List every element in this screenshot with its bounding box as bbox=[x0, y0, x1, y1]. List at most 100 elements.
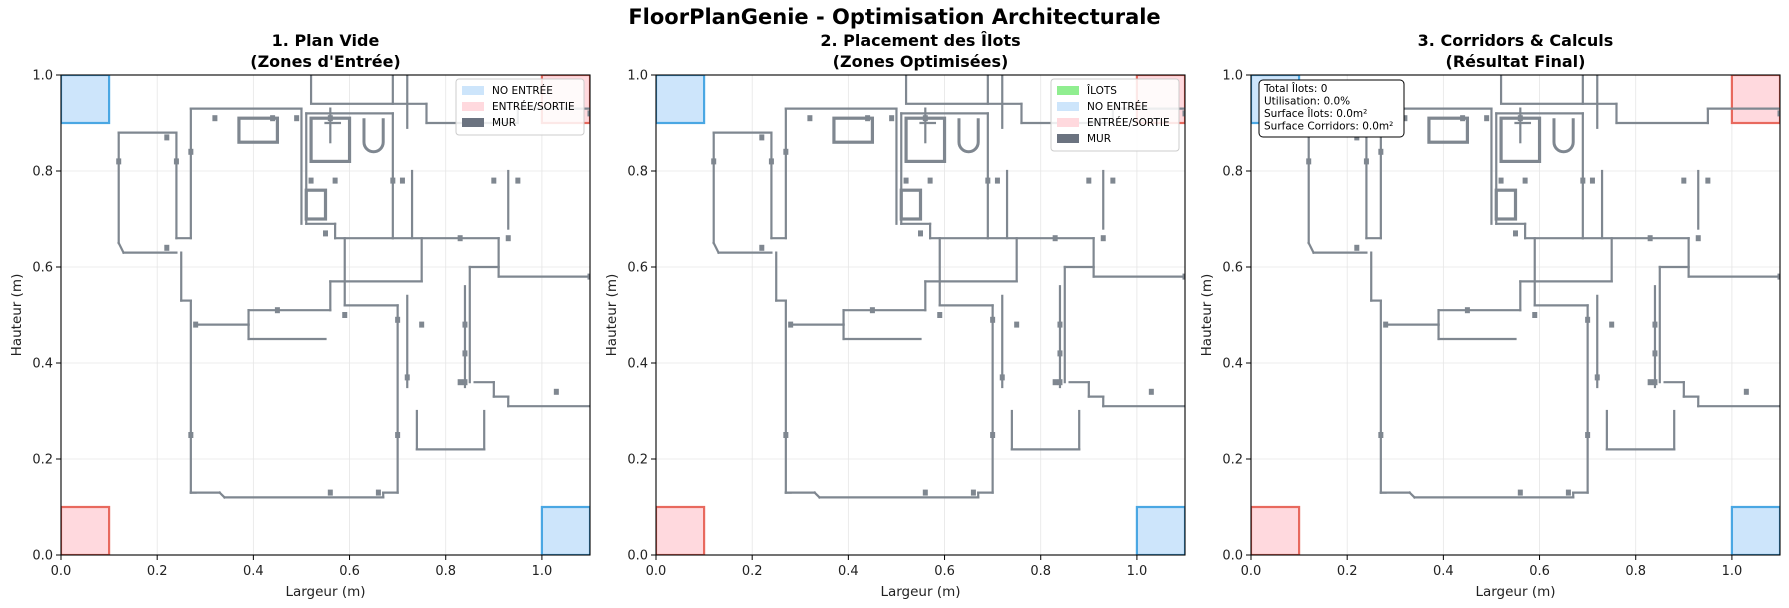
panel-2-title-line2: (Zones Optimisées) bbox=[833, 52, 1009, 71]
door-marker-34 bbox=[1057, 350, 1063, 357]
door-marker-0 bbox=[759, 134, 765, 141]
panel-2-ylabel: Hauteur (m) bbox=[604, 274, 620, 357]
x-tick-label-1: 0.2 bbox=[742, 564, 763, 579]
door-marker-24 bbox=[1652, 321, 1658, 328]
x-tick-label-0: 0.0 bbox=[51, 564, 72, 579]
door-marker-34 bbox=[462, 350, 468, 357]
door-marker-26 bbox=[188, 432, 194, 438]
legend-label-ilots: ÎLOTS bbox=[1086, 84, 1117, 97]
door-marker-3 bbox=[1378, 148, 1384, 155]
x-tick-label-0: 0.0 bbox=[1241, 564, 1262, 579]
door-marker-17 bbox=[1777, 110, 1780, 117]
door-marker-19 bbox=[1354, 244, 1360, 251]
y-tick-label-5: 1.0 bbox=[32, 69, 53, 84]
door-marker-30 bbox=[457, 379, 463, 386]
door-marker-24 bbox=[1057, 321, 1063, 328]
door-marker-13 bbox=[457, 235, 463, 242]
door-marker-20 bbox=[1464, 307, 1470, 314]
door-marker-25 bbox=[788, 321, 794, 328]
door-marker-23 bbox=[419, 321, 425, 328]
door-marker-33 bbox=[999, 374, 1005, 381]
entree-sortie-zone-0 bbox=[61, 505, 111, 555]
door-marker-32 bbox=[553, 388, 559, 395]
door-marker-11 bbox=[308, 177, 314, 184]
y-tick-label-5: 1.0 bbox=[1222, 69, 1243, 84]
door-marker-18 bbox=[1777, 273, 1780, 280]
legend-label-no_entree: NO ENTRÉE bbox=[492, 84, 553, 97]
legend-frame bbox=[1050, 78, 1180, 152]
door-marker-32 bbox=[1148, 388, 1154, 395]
door-marker-22 bbox=[395, 316, 401, 323]
x-tick-label-2: 0.4 bbox=[243, 564, 264, 579]
x-tick-label-2: 0.4 bbox=[1433, 564, 1454, 579]
door-marker-31 bbox=[1652, 379, 1658, 386]
fixture-0 bbox=[237, 116, 280, 144]
door-marker-29 bbox=[970, 489, 976, 496]
stats-line-3: Surface Corridors: 0.0m² bbox=[1264, 121, 1393, 133]
door-marker-19 bbox=[164, 244, 170, 251]
door-marker-28 bbox=[922, 489, 928, 496]
y-tick-label-1: 0.2 bbox=[627, 453, 648, 468]
door-marker-3 bbox=[783, 148, 789, 155]
no-entree-zone-0 bbox=[656, 75, 706, 125]
panel-3-title-line2: (Résultat Final) bbox=[1446, 52, 1586, 71]
x-tick-label-5: 1.0 bbox=[532, 564, 553, 579]
door-marker-3 bbox=[188, 148, 194, 155]
panel-1-title-line2: (Zones d'Entrée) bbox=[250, 52, 400, 71]
panel-1-title-line1: 1. Plan Vide bbox=[272, 31, 380, 50]
panel-plot-content bbox=[1251, 75, 1780, 555]
stats-line-2: Surface Îlots: 0.0m² bbox=[1264, 107, 1367, 120]
door-marker-25 bbox=[1383, 321, 1389, 328]
door-marker-1 bbox=[1306, 158, 1312, 165]
plot-frame bbox=[1250, 74, 1781, 556]
door-marker-30 bbox=[1052, 379, 1058, 386]
bathtub bbox=[362, 118, 385, 154]
door-marker-15 bbox=[491, 177, 497, 184]
door-marker-29 bbox=[375, 489, 381, 496]
wall-segment-23 bbox=[1307, 241, 1315, 255]
legend: NO ENTRÉE ENTRÉE/SORTIE MUR bbox=[455, 78, 585, 136]
x-tick-label-4: 0.8 bbox=[435, 564, 456, 579]
legend-frame bbox=[455, 78, 585, 136]
top-box bbox=[1499, 75, 1584, 105]
door-marker-9 bbox=[985, 177, 991, 184]
panel-3-title-line1: 3. Corridors & Calculs bbox=[1418, 31, 1614, 50]
door-marker-7 bbox=[327, 115, 333, 122]
door-marker-16 bbox=[515, 177, 521, 184]
door-marker-21 bbox=[937, 312, 943, 318]
y-tick-label-2: 0.4 bbox=[32, 357, 53, 372]
door-marker-1 bbox=[116, 158, 122, 165]
door-marker-5 bbox=[1460, 115, 1466, 122]
door-marker-8 bbox=[332, 177, 338, 184]
entree-sortie-zone-0 bbox=[656, 505, 706, 555]
y-tick-label-3: 0.6 bbox=[32, 261, 53, 276]
top-box bbox=[904, 75, 989, 105]
door-marker-33 bbox=[404, 374, 410, 381]
door-marker-4 bbox=[1402, 115, 1408, 122]
door-marker-27 bbox=[395, 432, 401, 438]
stats-line-0: Total Îlots: 0 bbox=[1263, 82, 1327, 95]
legend-label-no_entree: NO ENTRÉE bbox=[1087, 100, 1148, 113]
y-tick-label-4: 0.8 bbox=[32, 165, 53, 180]
door-marker-12 bbox=[1513, 230, 1518, 237]
no-entree-zone-1 bbox=[1730, 505, 1780, 555]
legend-label-entree: ENTRÉE/SORTIE bbox=[492, 100, 575, 113]
legend-swatch-mur bbox=[462, 118, 484, 127]
no-entree-zone-1 bbox=[1135, 505, 1185, 555]
door-marker-18 bbox=[1182, 273, 1185, 280]
door-marker-9 bbox=[390, 177, 396, 184]
panel-2-plot-area: 0.0 0.2 0.4 0.6 0.8 1.0 0.0 0.2 0.4 0.6 0.8 1.0 ÎLOT… bbox=[627, 69, 1186, 579]
door-marker-14 bbox=[1100, 235, 1106, 242]
x-tick-label-2: 0.4 bbox=[838, 564, 859, 579]
door-marker-7 bbox=[1517, 115, 1523, 122]
door-marker-6 bbox=[889, 115, 895, 122]
door-marker-26 bbox=[1378, 432, 1384, 438]
door-marker-19 bbox=[759, 244, 765, 251]
door-marker-21 bbox=[342, 312, 348, 318]
door-marker-28 bbox=[1517, 489, 1523, 496]
panel-1-xlabel: Largeur (m) bbox=[285, 584, 365, 600]
legend-swatch-entree bbox=[1057, 118, 1079, 127]
door-marker-9 bbox=[1580, 177, 1586, 184]
